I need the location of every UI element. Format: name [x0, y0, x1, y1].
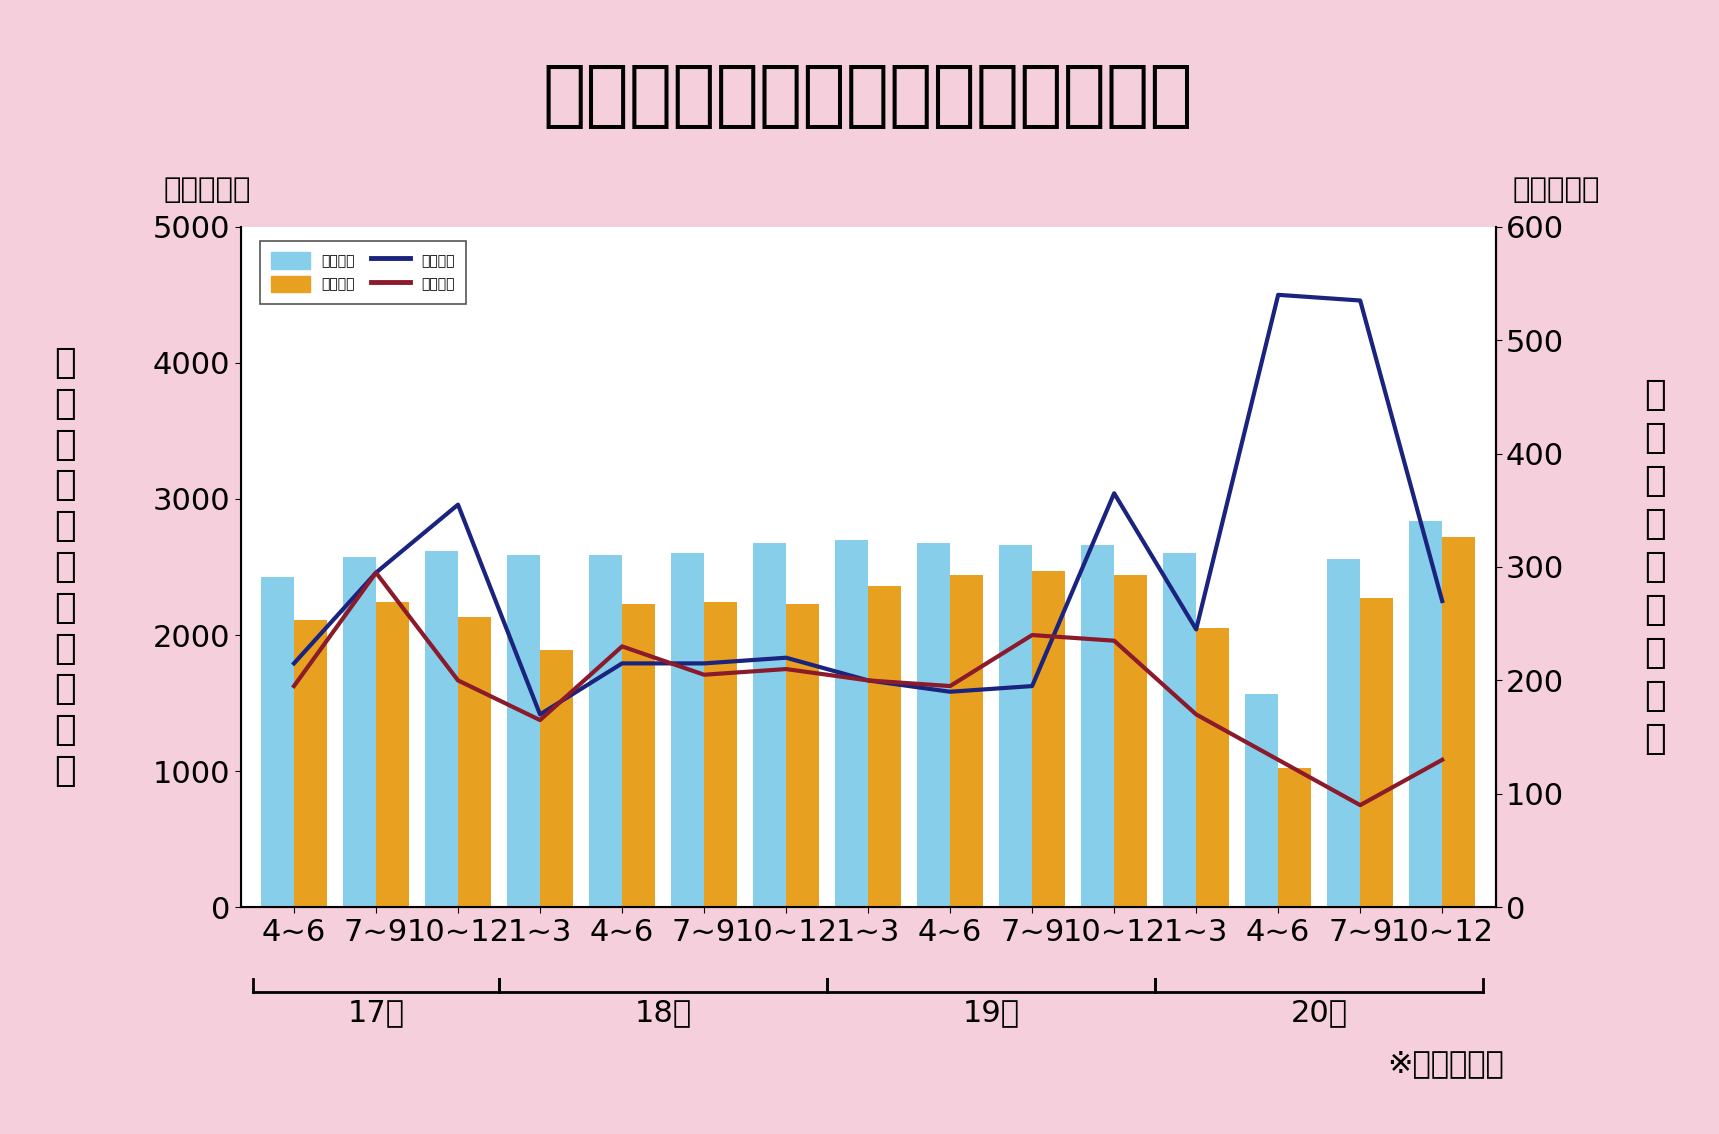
- Text: 〈: 〈: [55, 346, 76, 380]
- Text: 18年: 18年: [634, 998, 691, 1027]
- Bar: [1279, 769, 1312, 907]
- Text: 17年: 17年: [347, 998, 404, 1027]
- 鉄鋼輸入: [284, 679, 304, 693]
- Bar: [1442, 538, 1475, 907]
- 鉄鋼輸出: [366, 566, 387, 579]
- Bar: [1410, 521, 1442, 907]
- 鉄鋼輸入: [940, 679, 961, 693]
- Text: 輸: 輸: [1645, 507, 1666, 541]
- Text: 入: 入: [1645, 679, 1666, 713]
- 鉄鋼輸出: [612, 657, 633, 670]
- Bar: [951, 575, 983, 907]
- Bar: [999, 545, 1031, 907]
- 鉄鋼輸入: [1104, 634, 1124, 648]
- 鉄鋼輸入: [1349, 798, 1370, 812]
- Bar: [294, 620, 327, 907]
- 鉄鋼輸入: [858, 674, 878, 687]
- Text: 〉: 〉: [1645, 722, 1666, 756]
- Text: 要: 要: [55, 713, 76, 747]
- Text: 生: 生: [55, 468, 76, 502]
- Text: ・: ・: [1645, 593, 1666, 627]
- Bar: [344, 558, 376, 907]
- Bar: [622, 603, 655, 907]
- 鉄鋼輸出: [1186, 623, 1207, 636]
- Bar: [670, 553, 705, 907]
- 鉄鋼輸入: [775, 662, 796, 676]
- Text: 20年: 20年: [1291, 998, 1348, 1027]
- Text: 材: 材: [55, 632, 76, 666]
- Text: （万トン）: （万トン）: [163, 176, 251, 204]
- Legend: 粗鋼生産, 鋼材需要, 鉄鋼輸出, 鉄鋼輸入: 粗鋼生産, 鋼材需要, 鉄鋼輸出, 鉄鋼輸入: [260, 240, 466, 304]
- 鉄鋼輸入: [366, 566, 387, 579]
- 鉄鋼輸出: [694, 657, 715, 670]
- Text: 鋼: 鋼: [55, 428, 76, 462]
- Bar: [376, 602, 409, 907]
- Bar: [786, 603, 818, 907]
- 鉄鋼輸入: [1021, 628, 1042, 642]
- 鉄鋼輸出: [1269, 288, 1289, 302]
- Bar: [1164, 553, 1196, 907]
- Bar: [1196, 628, 1229, 907]
- 鉄鋼輸入: [529, 713, 550, 727]
- Bar: [590, 555, 622, 907]
- 鉄鋼輸出: [284, 657, 304, 670]
- 鉄鋼輸出: [1021, 679, 1042, 693]
- 鉄鋼輸出: [775, 651, 796, 665]
- Bar: [1360, 599, 1392, 907]
- Text: 需: 需: [55, 672, 76, 706]
- Text: 粗: 粗: [55, 387, 76, 421]
- Bar: [705, 602, 737, 907]
- Bar: [540, 650, 572, 907]
- Bar: [868, 586, 901, 907]
- Bar: [918, 542, 951, 907]
- 鉄鋼輸出: [1432, 594, 1453, 608]
- Text: 〉: 〉: [55, 754, 76, 788]
- Text: 19年: 19年: [963, 998, 1019, 1027]
- Bar: [1081, 545, 1114, 907]
- Text: （万トン）: （万トン）: [1513, 176, 1600, 204]
- 鉄鋼輸入: [694, 668, 715, 682]
- 鉄鋼輸入: [447, 674, 468, 687]
- 鉄鋼輸出: [940, 685, 961, 699]
- 鉄鋼輸入: [1269, 753, 1289, 767]
- Line: 鉄鋼輸出: 鉄鋼輸出: [294, 295, 1442, 714]
- 鉄鋼輸出: [1349, 294, 1370, 307]
- 鉄鋼輸出: [529, 708, 550, 721]
- Text: 輸: 輸: [1645, 636, 1666, 670]
- Text: ・: ・: [55, 550, 76, 584]
- Bar: [507, 555, 540, 907]
- Text: 鉄: 鉄: [1645, 421, 1666, 455]
- Bar: [425, 551, 457, 907]
- Bar: [1114, 575, 1147, 907]
- Bar: [1327, 559, 1360, 907]
- Line: 鉄鋼輸入: 鉄鋼輸入: [294, 573, 1442, 805]
- Text: インドの粗鋼生産と鋼材需要推移: インドの粗鋼生産と鋼材需要推移: [543, 62, 1193, 132]
- Bar: [457, 617, 492, 907]
- Text: 鋼: 鋼: [1645, 464, 1666, 498]
- Bar: [261, 576, 294, 907]
- 鉄鋼輸入: [1186, 708, 1207, 721]
- 鉄鋼輸入: [612, 640, 633, 653]
- Text: ※一部速報値: ※一部速報値: [1387, 1049, 1504, 1078]
- Bar: [1245, 694, 1279, 907]
- Bar: [753, 542, 786, 907]
- 鉄鋼輸出: [858, 674, 878, 687]
- Text: 出: 出: [1645, 550, 1666, 584]
- Bar: [1031, 572, 1066, 907]
- Bar: [835, 540, 868, 907]
- 鉄鋼輸出: [1104, 486, 1124, 500]
- 鉄鋼輸入: [1432, 753, 1453, 767]
- Text: 〈: 〈: [1645, 378, 1666, 412]
- Text: 産: 産: [55, 509, 76, 543]
- 鉄鋼輸出: [447, 498, 468, 511]
- Text: 鋼: 鋼: [55, 591, 76, 625]
